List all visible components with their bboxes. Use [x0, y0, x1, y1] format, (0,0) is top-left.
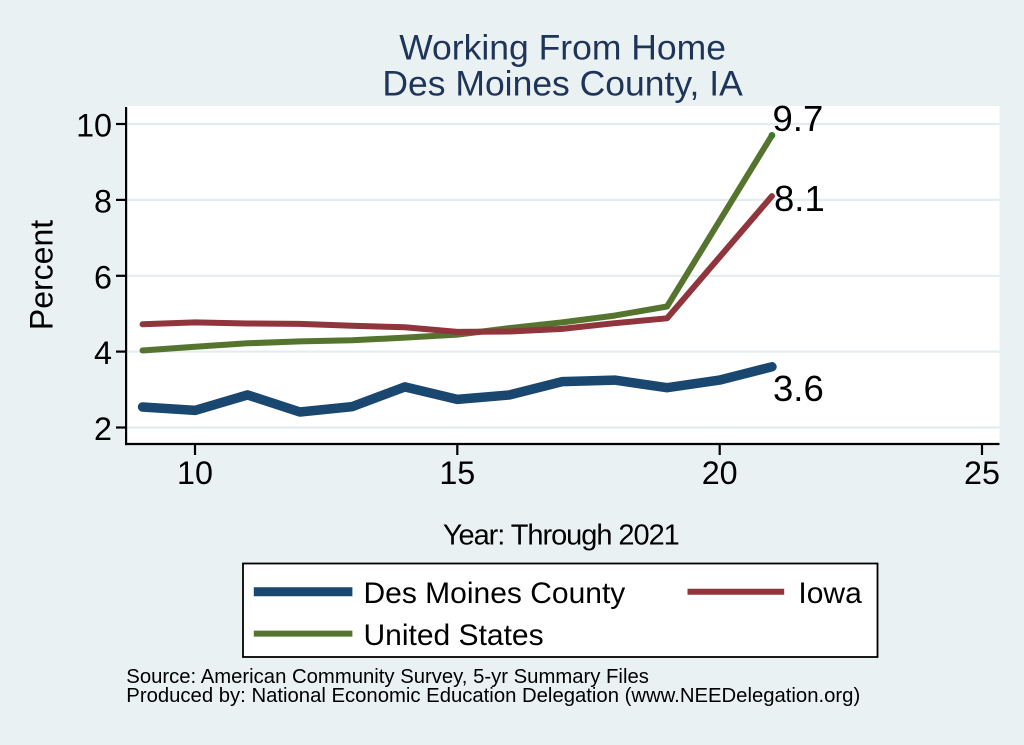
svg-text:20: 20	[702, 455, 738, 491]
svg-text:25: 25	[964, 455, 1000, 491]
svg-text:10: 10	[76, 108, 112, 144]
svg-text:6: 6	[94, 259, 112, 295]
svg-text:Des Moines County: Des Moines County	[364, 577, 626, 610]
svg-text:3.6: 3.6	[773, 368, 824, 409]
svg-text:Source: American Community Sur: Source: American Community Survey, 5-yr …	[126, 666, 649, 688]
svg-text:4: 4	[94, 335, 112, 371]
svg-text:United States: United States	[364, 619, 544, 652]
svg-text:2: 2	[94, 411, 112, 447]
svg-text:Working From Home: Working From Home	[399, 27, 726, 67]
svg-text:15: 15	[439, 455, 475, 491]
svg-text:Iowa: Iowa	[798, 577, 862, 610]
svg-text:Des Moines County, IA: Des Moines County, IA	[382, 63, 743, 103]
svg-text:Year: Through 2021: Year: Through 2021	[443, 519, 679, 551]
svg-text:8.1: 8.1	[774, 178, 825, 219]
svg-text:Percent: Percent	[23, 220, 59, 330]
svg-text:Produced by: National Economic: Produced by: National Economic Education…	[126, 685, 860, 707]
svg-text:9.7: 9.7	[773, 98, 824, 139]
svg-text:10: 10	[177, 455, 213, 491]
svg-text:8: 8	[94, 184, 112, 220]
